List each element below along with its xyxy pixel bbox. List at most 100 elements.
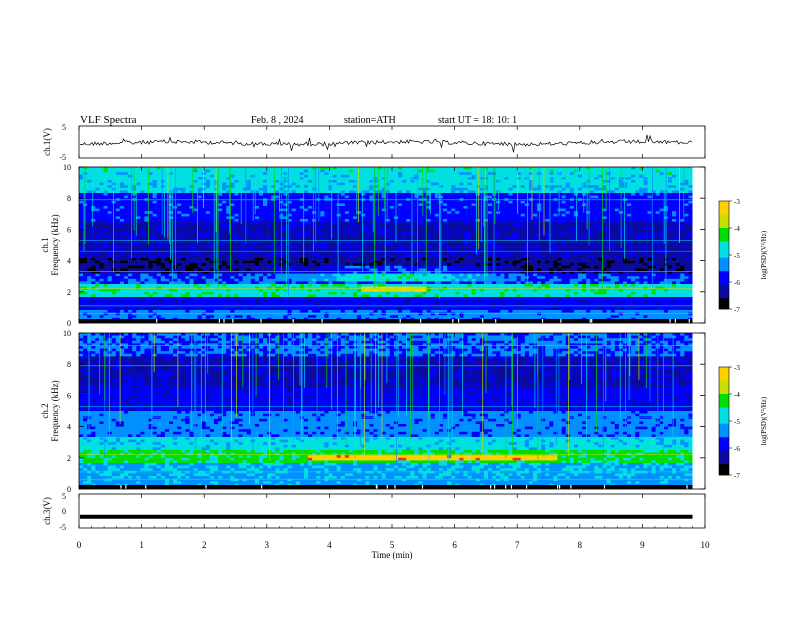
spectrogram-cell (643, 177, 648, 181)
spectrogram-cell (528, 187, 534, 191)
spectrogram-cell (99, 245, 104, 248)
spectrogram-cell (398, 245, 403, 248)
spectrogram-cell (226, 208, 231, 212)
spectrogram-cell (267, 206, 272, 209)
spectrogram-cell (238, 213, 243, 217)
spectrogram-cell (99, 211, 104, 215)
spectrogram-cell (406, 229, 411, 233)
spectrogram-cell (87, 203, 92, 207)
spectrogram-cell (532, 203, 538, 207)
spectrogram-cell (336, 180, 342, 183)
spectrogram-cell (463, 182, 468, 186)
spectrogram-cell (168, 221, 174, 225)
spectrogram-cell (577, 206, 583, 209)
spectrogram-cell (467, 206, 472, 209)
spectrogram-cell (627, 200, 632, 204)
spectrogram-cell (402, 232, 407, 235)
spectrogram-cell (156, 229, 162, 233)
spectrogram-cell (250, 242, 256, 246)
spectrogram-cell (426, 221, 432, 225)
spectrogram-cell (463, 247, 468, 251)
spectrogram-cell (545, 242, 550, 246)
spectrogram-cell (377, 203, 382, 207)
spectrogram-cell (275, 226, 280, 230)
spectrogram-cell (410, 224, 415, 228)
spectrogram-cell (667, 232, 673, 235)
spectrogram-cell (402, 195, 407, 199)
spectrogram-cell (242, 211, 247, 215)
spectrogram-cell (528, 200, 534, 204)
spectrogram-cell (205, 211, 211, 215)
spectrogram-cell (160, 208, 166, 212)
spectrogram-cell (565, 237, 571, 241)
spectrogram-cell (156, 247, 162, 251)
spectrogram-cell (569, 213, 575, 217)
spectrogram-cell (516, 229, 522, 233)
spectrogram-cell (479, 169, 485, 173)
spectrogram-cell (128, 250, 133, 254)
spectrogram-cell (483, 190, 489, 194)
spectrogram-cell (463, 245, 468, 248)
spectrogram-cell (680, 172, 685, 176)
spectrogram-cell (508, 182, 513, 186)
spectrogram-cell (377, 229, 382, 233)
spectrogram-cell (627, 239, 632, 243)
spectrogram-cell (524, 190, 530, 194)
spectrogram-cell (258, 234, 264, 238)
spectrogram-cell (230, 232, 235, 235)
spectrogram-cell (152, 229, 158, 233)
spectrogram-cell (185, 203, 190, 207)
spectrogram-cell (422, 180, 427, 183)
spectrogram-cell (353, 247, 358, 251)
spectrogram-cell (181, 224, 186, 228)
spectrogram-cell (168, 195, 174, 199)
spectrogram-cell (107, 190, 113, 194)
spectrogram-cell (164, 203, 170, 207)
spectrogram-cell (610, 193, 616, 196)
spectrogram-cell (348, 180, 354, 183)
spectrogram-cell (287, 208, 292, 212)
spectrogram-cell (336, 250, 342, 254)
spectrogram-cell (365, 250, 370, 254)
spectrogram-cell (303, 245, 309, 248)
spectrogram-cell (586, 206, 591, 209)
spectrogram-cell (197, 206, 202, 209)
spectrogram-cell (377, 174, 382, 178)
spectrogram-cell (647, 180, 652, 183)
spectrogram-cell (79, 239, 84, 243)
spectrogram-cell (512, 213, 517, 217)
spectrogram-cell (483, 232, 489, 235)
spectrogram-cell (655, 250, 661, 254)
spectrogram-cell (242, 239, 247, 243)
spectrogram-cell (426, 190, 432, 194)
spectrogram-cell (659, 193, 665, 196)
spectrogram-cell (577, 208, 583, 212)
spectrogram-cell (79, 216, 84, 220)
spectrogram-cell (410, 174, 415, 178)
spectrogram-cell (324, 182, 329, 186)
spectrogram-cell (205, 221, 211, 225)
spectrogram-cell (226, 185, 231, 189)
spectrogram-cell (160, 252, 166, 256)
spectrogram-cell (119, 234, 125, 238)
spectrogram-cell (590, 234, 595, 238)
spectrogram-cell (181, 182, 186, 186)
spectrogram-cell (303, 180, 309, 183)
spectrogram-cell (303, 187, 309, 191)
spectrogram-cell (242, 195, 247, 199)
spectrogram-cell (164, 242, 170, 246)
spectrogram-cell (643, 213, 648, 217)
spectrogram-cell (508, 174, 513, 178)
spectrogram-cell (504, 208, 509, 212)
spectrogram-cell (189, 221, 194, 225)
spectrogram-cell (320, 203, 325, 207)
spectrogram-cell (647, 213, 652, 217)
spectrogram-cell (504, 239, 509, 243)
spectrogram-cell (160, 200, 166, 204)
spectrogram-cell (213, 252, 219, 256)
spectrogram-cell (643, 226, 648, 230)
spectrogram-cell (455, 203, 460, 207)
spectrogram-cell (594, 250, 599, 254)
spectrogram-cell (357, 193, 362, 196)
spectrogram-cell (348, 193, 354, 196)
